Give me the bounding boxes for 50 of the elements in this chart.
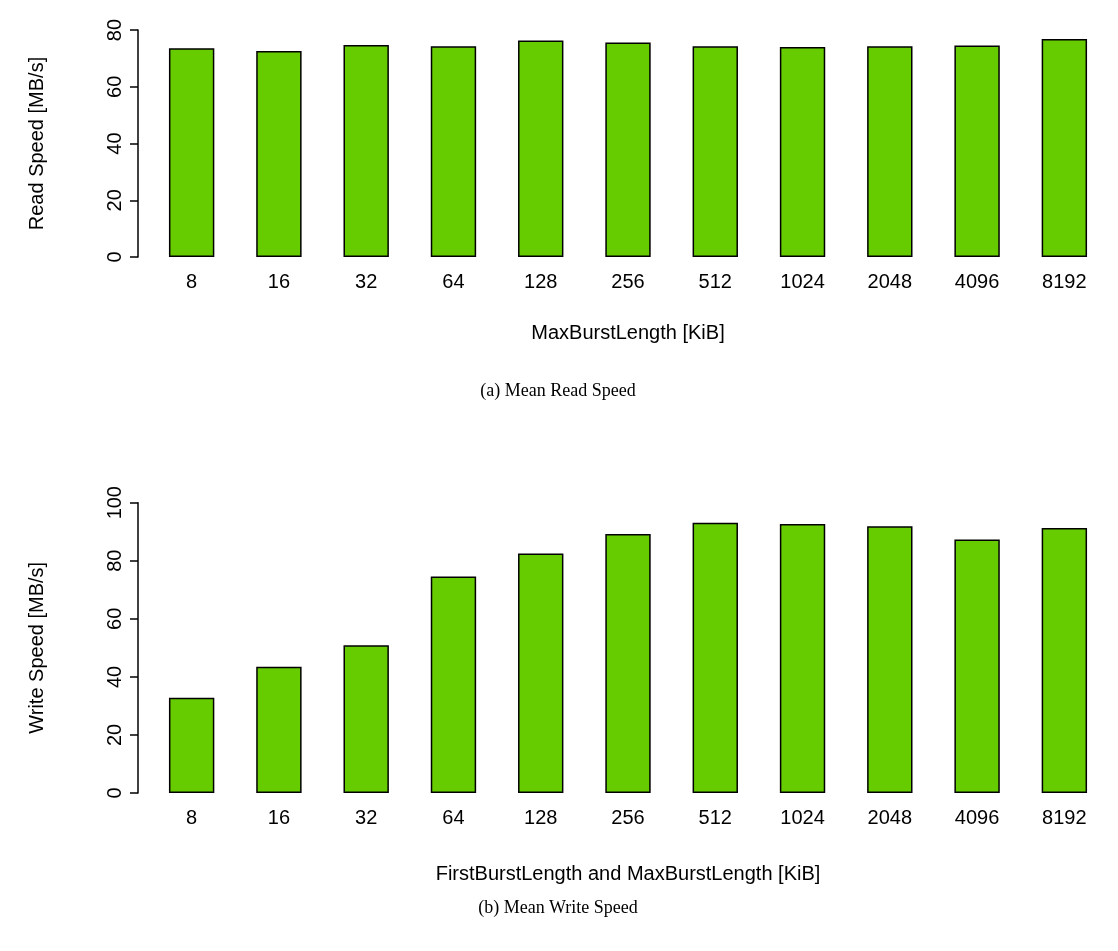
- x-tick-label: 8: [186, 270, 198, 292]
- x-tick-label: 2048: [867, 270, 913, 292]
- bar: [343, 645, 389, 793]
- x-tick-label: 16: [267, 270, 291, 292]
- bar: [430, 576, 477, 793]
- x-tick-label: 256: [611, 270, 645, 292]
- bar: [692, 522, 738, 793]
- x-tick-label: 8192: [1042, 806, 1087, 828]
- x-tick-label: 64: [442, 806, 465, 828]
- bar: [256, 666, 302, 793]
- x-tick-label: 64: [442, 270, 465, 292]
- y-tick-label: 60: [103, 75, 125, 98]
- y-tick-label: 40: [103, 132, 125, 155]
- x-tick-label: 8: [186, 806, 198, 828]
- bar: [518, 553, 564, 793]
- text: (b) Mean Write Speed: [478, 897, 638, 918]
- y-tick-label: 20: [103, 189, 125, 212]
- y-axis-title: Read Speed [MB/s]: [25, 56, 47, 231]
- x-tick-label: 16: [267, 806, 291, 828]
- x-tick-label: 128: [524, 270, 558, 292]
- text: (a) Mean Read Speed: [480, 380, 636, 401]
- y-tick-label: 0: [103, 251, 125, 263]
- x-tick-label: 8192: [1042, 270, 1087, 292]
- x-tick-label: 512: [698, 806, 732, 828]
- x-tick-label: 1024: [780, 806, 825, 828]
- x-axis-title: MaxBurstLength [KiB]: [531, 321, 725, 343]
- y-tick-label: 20: [103, 723, 125, 747]
- y-tick-label: 80: [103, 18, 125, 42]
- y-tick-label: 40: [103, 665, 125, 688]
- x-tick-label: 4096: [954, 806, 1000, 828]
- bar: [605, 534, 651, 793]
- y-tick-label: 0: [103, 787, 125, 799]
- y-tick-label: 80: [103, 549, 125, 572]
- x-tick-label: 32: [355, 806, 378, 828]
- y-tick-label: 100: [103, 486, 125, 520]
- x-axis-title: FirstBurstLength and MaxBurstLength [KiB]: [435, 862, 821, 884]
- x-tick-label: 32: [355, 270, 378, 292]
- x-tick-label: 1024: [780, 270, 825, 292]
- x-tick-label: 512: [698, 270, 732, 292]
- bar: [867, 526, 913, 793]
- y-tick-label: 60: [103, 607, 125, 630]
- x-tick-label: 128: [524, 806, 558, 828]
- x-tick-label: 4096: [954, 270, 1000, 292]
- bar: [1041, 527, 1088, 793]
- y-axis-title: Write Speed [MB/s]: [25, 561, 47, 734]
- x-tick-label: 2048: [867, 806, 913, 828]
- bar: [954, 539, 1000, 793]
- bar: [168, 697, 215, 793]
- x-tick-label: 256: [611, 806, 645, 828]
- bar: [779, 523, 826, 793]
